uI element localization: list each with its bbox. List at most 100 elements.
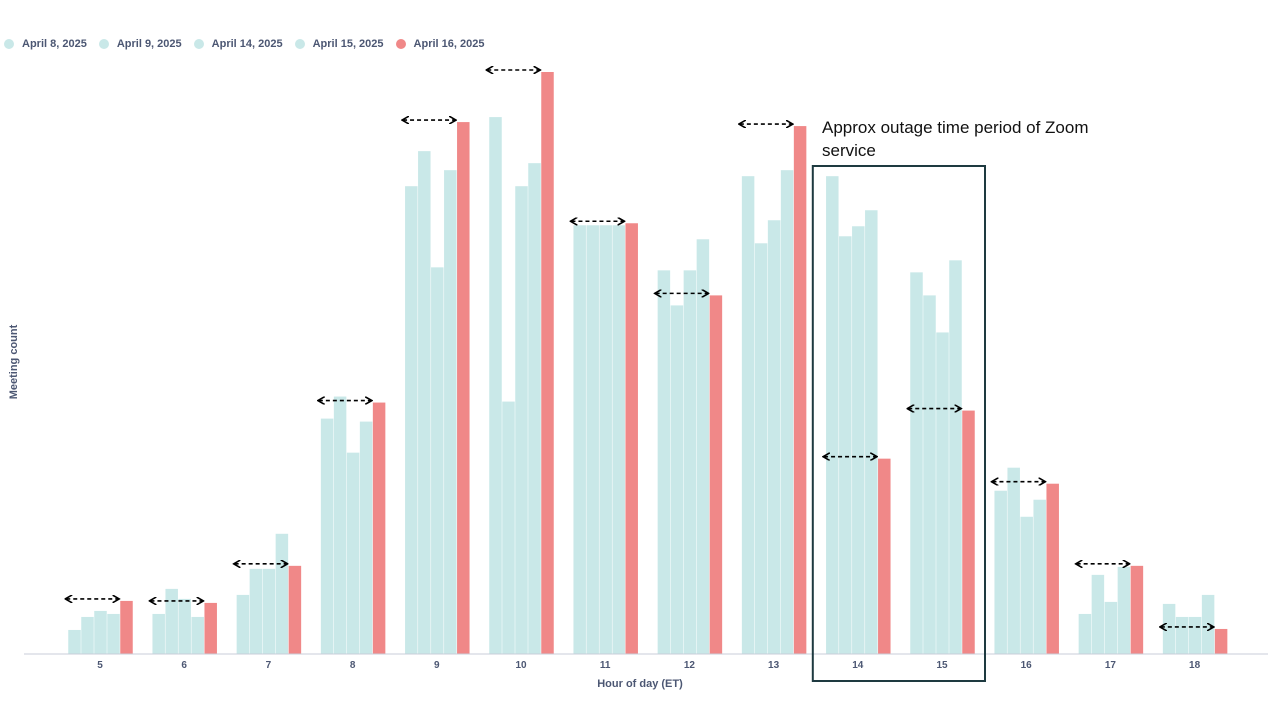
bar-april-15-2025-hour-11[interactable] — [612, 225, 625, 654]
x-tick-label-8: 8 — [350, 660, 356, 671]
bar-april-16-2025-hour-18[interactable] — [1214, 628, 1228, 654]
x-tick-label-7: 7 — [266, 660, 272, 671]
bar-april-9-2025-hour-5[interactable] — [81, 616, 94, 654]
bar-april-8-2025-hour-17[interactable] — [1078, 613, 1092, 654]
legend: April 8, 2025 April 9, 2025 April 14, 20… — [4, 38, 496, 50]
bar-april-14-2025-hour-17[interactable] — [1104, 601, 1118, 654]
bar-april-14-2025-hour-9[interactable] — [431, 267, 444, 654]
bar-april-14-2025-hour-8[interactable] — [346, 452, 360, 654]
x-tick-label-11: 11 — [600, 660, 611, 671]
bar-april-14-2025-hour-11[interactable] — [599, 225, 612, 654]
bar-april-8-2025-hour-15[interactable] — [910, 272, 923, 654]
legend-dot — [4, 39, 14, 49]
bar-april-9-2025-hour-13[interactable] — [754, 243, 768, 655]
bar-april-16-2025-hour-17[interactable] — [1130, 565, 1144, 654]
bar-april-9-2025-hour-17[interactable] — [1091, 574, 1105, 654]
bar-april-15-2025-hour-14[interactable] — [865, 210, 878, 654]
x-tick-label-10: 10 — [515, 660, 527, 671]
bar-april-8-2025-hour-8[interactable] — [320, 418, 334, 654]
bar-april-8-2025-hour-11[interactable] — [573, 225, 586, 654]
x-tick-label-13: 13 — [768, 660, 780, 671]
bar-april-14-2025-hour-14[interactable] — [852, 226, 865, 654]
legend-item-april-15[interactable]: April 15, 2025 — [294, 38, 384, 50]
bar-april-9-2025-hour-18[interactable] — [1175, 616, 1189, 654]
bar-april-9-2025-hour-14[interactable] — [839, 236, 852, 654]
bar-april-9-2025-hour-7[interactable] — [249, 568, 263, 654]
bar-april-16-2025-hour-13[interactable] — [793, 126, 807, 655]
x-tick-label-17: 17 — [1105, 660, 1117, 671]
bar-april-9-2025-hour-16[interactable] — [1007, 467, 1020, 654]
legend-label: April 15, 2025 — [312, 38, 384, 50]
bar-april-16-2025-hour-16[interactable] — [1046, 483, 1059, 654]
bar-april-16-2025-hour-8[interactable] — [372, 402, 386, 654]
bar-april-9-2025-hour-15[interactable] — [923, 295, 936, 654]
x-tick-label-5: 5 — [97, 660, 103, 671]
x-tick-label-12: 12 — [684, 660, 696, 671]
bar-april-16-2025-hour-12[interactable] — [709, 295, 723, 654]
legend-dot — [98, 39, 109, 49]
bar-april-14-2025-hour-6[interactable] — [178, 598, 191, 654]
bar-april-15-2025-hour-6[interactable] — [191, 616, 204, 654]
bar-april-15-2025-hour-18[interactable] — [1201, 594, 1215, 654]
bar-april-16-2025-hour-7[interactable] — [288, 565, 302, 654]
bar-april-14-2025-hour-18[interactable] — [1188, 616, 1202, 654]
legend-item-april-16[interactable]: April 16, 2025 — [395, 38, 485, 50]
bar-april-14-2025-hour-13[interactable] — [767, 220, 781, 654]
bar-april-8-2025-hour-7[interactable] — [236, 594, 250, 654]
bar-april-15-2025-hour-13[interactable] — [780, 170, 794, 654]
bar-april-16-2025-hour-9[interactable] — [457, 122, 470, 655]
bar-april-9-2025-hour-9[interactable] — [418, 151, 431, 655]
bar-april-8-2025-hour-6[interactable] — [152, 613, 165, 654]
bar-april-15-2025-hour-17[interactable] — [1117, 566, 1131, 654]
bar-april-16-2025-hour-6[interactable] — [204, 602, 217, 654]
bar-april-16-2025-hour-14[interactable] — [878, 458, 891, 654]
bar-april-8-2025-hour-13[interactable] — [741, 176, 755, 654]
bar-april-8-2025-hour-14[interactable] — [826, 176, 839, 654]
bar-april-9-2025-hour-8[interactable] — [333, 396, 347, 654]
legend-item-april-14[interactable]: April 14, 2025 — [193, 38, 283, 50]
bar-april-15-2025-hour-12[interactable] — [696, 239, 710, 655]
bars-layer — [68, 71, 1228, 655]
bar-april-14-2025-hour-10[interactable] — [515, 186, 528, 654]
bar-april-14-2025-hour-16[interactable] — [1020, 516, 1033, 654]
bar-april-15-2025-hour-16[interactable] — [1033, 499, 1046, 654]
bar-april-16-2025-hour-5[interactable] — [120, 600, 133, 654]
legend-item-april-9[interactable]: April 9, 2025 — [98, 38, 182, 50]
bar-april-14-2025-hour-5[interactable] — [94, 610, 107, 654]
bar-april-15-2025-hour-10[interactable] — [528, 163, 541, 655]
bar-april-8-2025-hour-16[interactable] — [994, 490, 1007, 654]
bar-april-8-2025-hour-12[interactable] — [657, 270, 671, 654]
bar-april-9-2025-hour-12[interactable] — [670, 305, 684, 654]
outage-box — [811, 165, 986, 682]
bar-april-9-2025-hour-6[interactable] — [165, 588, 178, 654]
bar-april-8-2025-hour-10[interactable] — [489, 117, 502, 654]
x-tick-label-18: 18 — [1189, 660, 1201, 671]
arrows-layer — [66, 70, 1213, 627]
bar-april-9-2025-hour-10[interactable] — [502, 401, 515, 654]
bar-april-15-2025-hour-5[interactable] — [107, 613, 120, 654]
bar-april-16-2025-hour-15[interactable] — [962, 410, 975, 654]
bar-april-14-2025-hour-15[interactable] — [936, 332, 949, 654]
legend-label: April 8, 2025 — [22, 38, 87, 50]
bar-april-16-2025-hour-11[interactable] — [625, 223, 638, 655]
bar-april-8-2025-hour-18[interactable] — [1162, 603, 1176, 654]
x-tick-labels: 5 6 7 8 9 10 11 12 13 14 15 16 17 18 — [97, 660, 1200, 671]
bar-april-8-2025-hour-9[interactable] — [405, 186, 418, 654]
legend-dot — [193, 39, 204, 49]
legend-dot — [294, 39, 305, 49]
legend-label: April 14, 2025 — [211, 38, 283, 50]
bar-april-15-2025-hour-7[interactable] — [275, 533, 289, 654]
bar-april-15-2025-hour-15[interactable] — [949, 260, 962, 654]
legend-label: April 9, 2025 — [116, 38, 182, 50]
bar-april-14-2025-hour-12[interactable] — [683, 270, 697, 654]
bar-april-14-2025-hour-7[interactable] — [262, 568, 276, 654]
bar-april-9-2025-hour-11[interactable] — [586, 225, 599, 654]
bar-april-16-2025-hour-10[interactable] — [541, 71, 554, 654]
bar-april-15-2025-hour-9[interactable] — [444, 170, 457, 654]
legend-item-april-8[interactable]: April 8, 2025 — [4, 38, 87, 50]
legend-label: April 16, 2025 — [413, 38, 485, 50]
bar-april-8-2025-hour-5[interactable] — [68, 629, 81, 654]
bar-april-15-2025-hour-8[interactable] — [359, 421, 373, 654]
x-tick-label-9: 9 — [434, 660, 440, 671]
